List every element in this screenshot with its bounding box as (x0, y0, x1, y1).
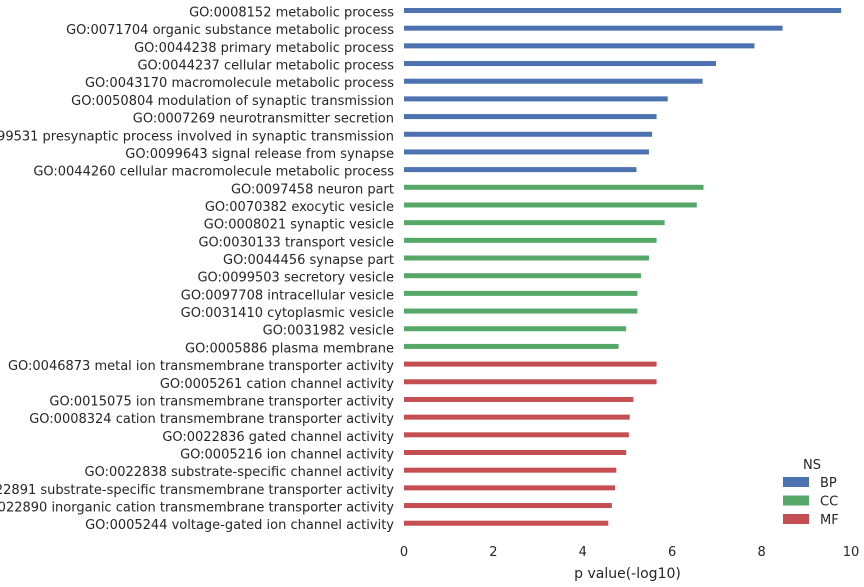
bar (404, 78, 703, 84)
category-label: GO:0070382 exocytic vesicle (205, 200, 394, 215)
bar (404, 149, 649, 155)
category-label: GO:0031410 cytoplasmic vesicle (181, 306, 394, 321)
category-label: GO:0044260 cellular macromolecule metabo… (33, 165, 394, 180)
legend-swatch (783, 477, 809, 487)
category-label: GO:0043170 macromolecule metabolic proce… (85, 76, 394, 91)
category-label: GO:0097708 intracellular vesicle (181, 288, 394, 303)
legend-title: NS (803, 458, 821, 473)
bar (404, 202, 697, 208)
x-tick-label: 4 (579, 545, 587, 560)
category-label: GO:0044237 cellular metabolic process (137, 59, 394, 74)
bar (404, 361, 657, 367)
category-label: GO:0008152 metabolic process (189, 6, 394, 21)
category-label: GO:0099531 presynaptic process involved … (0, 129, 394, 144)
x-axis-ticks: 0 2 4 6 8 10 (400, 545, 859, 560)
bar (404, 396, 634, 402)
category-label: GO:0008324 cation transmembrane transpor… (29, 412, 394, 427)
category-label: GO:0015075 ion transmembrane transporter… (49, 394, 394, 409)
category-label: GO:0008021 synaptic vesicle (204, 218, 394, 233)
legend-entry-label: BP (820, 476, 837, 491)
category-label: GO:0099503 secretory vesicle (197, 271, 394, 286)
category-label: GO:0022836 gated channel activity (162, 430, 394, 445)
bar (404, 25, 783, 31)
bar (404, 450, 627, 455)
x-tick-label: 6 (668, 545, 676, 560)
bar (404, 184, 704, 190)
x-tick-label: 10 (843, 545, 860, 560)
bar (404, 255, 649, 261)
category-label: GO:0005261 cation channel activity (160, 377, 394, 392)
category-label: GO:0022891 substrate-specific transmembr… (0, 483, 394, 498)
bar (404, 485, 615, 491)
legend: NS BP CC MF (783, 458, 839, 528)
bar (404, 114, 657, 120)
bar (404, 237, 657, 243)
category-label: GO:0022890 inorganic cation transmembran… (0, 501, 394, 516)
category-label: GO:0005244 voltage-gated ion channel act… (85, 518, 394, 533)
bar (404, 326, 627, 332)
category-label: GO:0044238 primary metabolic process (134, 41, 394, 56)
category-label: GO:0030133 transport vesicle (198, 235, 394, 250)
category-label: GO:0005886 plasma membrane (185, 341, 394, 356)
bar (404, 308, 638, 314)
bar (404, 503, 612, 509)
bar (404, 520, 609, 526)
x-axis-label: p value(-log10) (574, 566, 681, 582)
category-label: GO:0031982 vesicle (263, 324, 394, 339)
bar (404, 8, 842, 13)
legend-swatch (783, 514, 809, 524)
bars (404, 8, 842, 526)
category-label: GO:0005216 ion channel activity (180, 448, 394, 463)
category-label: GO:0046873 metal ion transmembrane trans… (8, 359, 394, 374)
bar (404, 220, 665, 226)
bar (404, 96, 668, 102)
x-tick-label: 2 (489, 545, 497, 560)
category-label: GO:0099643 signal release from synapse (125, 147, 394, 162)
x-tick-label: 0 (400, 545, 408, 560)
category-label: GO:0071704 organic substance metabolic p… (66, 23, 394, 38)
bar (404, 379, 657, 385)
bar (404, 273, 641, 279)
category-labels: GO:0008152 metabolic process GO:0071704 o… (0, 6, 394, 534)
x-tick-label: 8 (757, 545, 765, 560)
bar (404, 414, 630, 420)
bar (404, 167, 637, 173)
bar (404, 43, 755, 49)
category-label: GO:0022838 substrate-specific channel ac… (85, 465, 395, 480)
bar (404, 131, 653, 137)
legend-entry-label: CC (820, 495, 838, 510)
category-label: GO:0044456 synapse part (223, 253, 394, 268)
legend-swatch (783, 495, 809, 506)
category-label: GO:0050804 modulation of synaptic transm… (71, 94, 394, 109)
bar (404, 432, 629, 438)
category-label: GO:0007269 neurotransmitter secretion (133, 112, 394, 127)
legend-entry-label: MF (820, 513, 839, 528)
bar (404, 290, 638, 296)
bar (404, 467, 617, 473)
bar (404, 343, 619, 349)
bar (404, 61, 717, 67)
category-label: GO:0097458 neuron part (231, 182, 394, 197)
